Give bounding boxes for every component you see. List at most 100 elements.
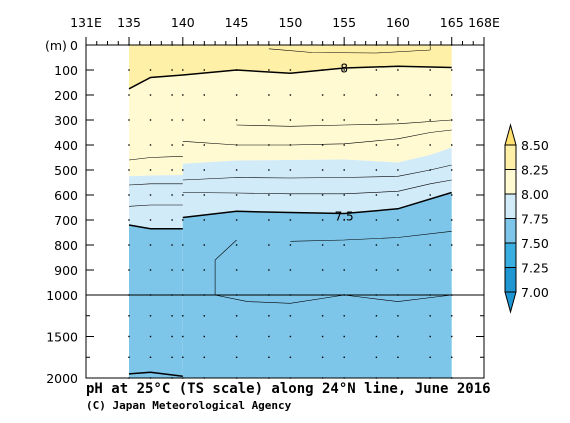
station-point — [343, 119, 345, 121]
colorbar-segment — [504, 218, 517, 244]
station-point — [235, 94, 238, 96]
colorbar-label: 7.00 — [521, 285, 549, 300]
station-point — [182, 69, 184, 71]
station-point — [289, 356, 292, 358]
station-point — [289, 144, 292, 146]
station-point — [451, 94, 453, 96]
station-point — [397, 169, 399, 171]
station-point — [289, 269, 292, 271]
station-point — [149, 269, 152, 271]
station-point — [171, 335, 173, 338]
station-point — [343, 94, 345, 96]
station-point — [321, 315, 324, 317]
station-point — [182, 144, 184, 146]
station-point — [149, 356, 152, 358]
station-point — [268, 194, 270, 196]
station-point — [268, 169, 270, 171]
station-point — [397, 335, 399, 338]
station-point — [429, 69, 431, 71]
band-7.50-7.75-east — [182, 147, 452, 218]
station-point — [321, 94, 324, 96]
station-point — [203, 169, 205, 171]
station-point — [149, 119, 152, 121]
y-tick-label: 900 — [54, 263, 78, 278]
colorbar-segment — [504, 267, 517, 293]
station-point — [268, 269, 270, 271]
station-point — [451, 169, 453, 171]
station-point — [171, 244, 173, 246]
station-point — [343, 269, 345, 271]
station-point — [451, 119, 453, 121]
station-point — [375, 94, 378, 96]
station-point — [128, 69, 130, 71]
station-point — [235, 244, 238, 246]
station-point — [397, 356, 399, 358]
station-point — [289, 244, 292, 246]
colorbar-segment — [504, 242, 517, 268]
station-point — [268, 69, 270, 71]
station-point — [203, 219, 205, 221]
station-point — [451, 219, 453, 221]
colorbar-label: 7.75 — [521, 212, 549, 227]
station-point — [451, 194, 453, 196]
station-point — [171, 315, 173, 317]
station-point — [429, 169, 431, 171]
station-point — [268, 94, 270, 96]
station-point — [375, 219, 378, 221]
band-7.25-7.50-west — [129, 225, 183, 378]
station-point — [171, 144, 173, 146]
station-point — [149, 94, 152, 96]
contour-label: 8 — [340, 62, 348, 76]
colorbar-segment — [504, 169, 517, 195]
station-point — [268, 356, 270, 358]
station-point — [182, 356, 184, 358]
station-point — [289, 315, 292, 317]
station-point — [289, 69, 292, 71]
band-8.00-8.25 — [129, 45, 452, 89]
station-point — [268, 315, 270, 317]
station-point — [182, 315, 184, 317]
station-point — [321, 244, 324, 246]
station-point — [171, 269, 173, 271]
band-7.25-7.50-east — [182, 192, 452, 378]
station-point — [375, 269, 378, 271]
station-point — [268, 219, 270, 221]
station-point — [343, 69, 345, 71]
station-point — [203, 335, 205, 338]
contour-thin — [128, 183, 183, 186]
station-point — [321, 194, 324, 196]
station-point — [429, 194, 431, 196]
station-point — [149, 335, 152, 338]
x-tick-label: 160 — [386, 15, 410, 30]
contour-thin — [214, 239, 452, 304]
station-point — [203, 119, 205, 121]
station-point — [203, 144, 205, 146]
station-point — [128, 356, 130, 358]
station-point — [451, 335, 453, 338]
y-tick-label: 500 — [54, 163, 78, 178]
station-point — [375, 356, 378, 358]
station-point — [149, 315, 152, 317]
station-point — [289, 335, 292, 338]
station-point — [321, 219, 324, 221]
colorbar: 8.50 8.25 8.00 7.75 7.50 7.25 7.00 — [504, 123, 549, 314]
x-tick-label: 140 — [171, 15, 195, 30]
station-point — [397, 315, 399, 317]
station-point — [429, 144, 431, 146]
station-point — [203, 244, 205, 246]
station-point — [321, 169, 324, 171]
station-point — [429, 94, 431, 96]
y-tick-label: 300 — [54, 113, 78, 128]
station-point — [182, 119, 184, 121]
station-point — [182, 169, 184, 171]
station-point — [429, 315, 431, 317]
station-point — [171, 194, 173, 196]
station-point — [321, 356, 324, 358]
station-point — [429, 335, 431, 338]
band-7.50-7.75-west — [129, 175, 183, 229]
station-point — [375, 244, 378, 246]
contour-label: 7.5 — [335, 210, 354, 224]
x-tick-label: 168E — [468, 15, 500, 30]
station-point — [171, 219, 173, 221]
